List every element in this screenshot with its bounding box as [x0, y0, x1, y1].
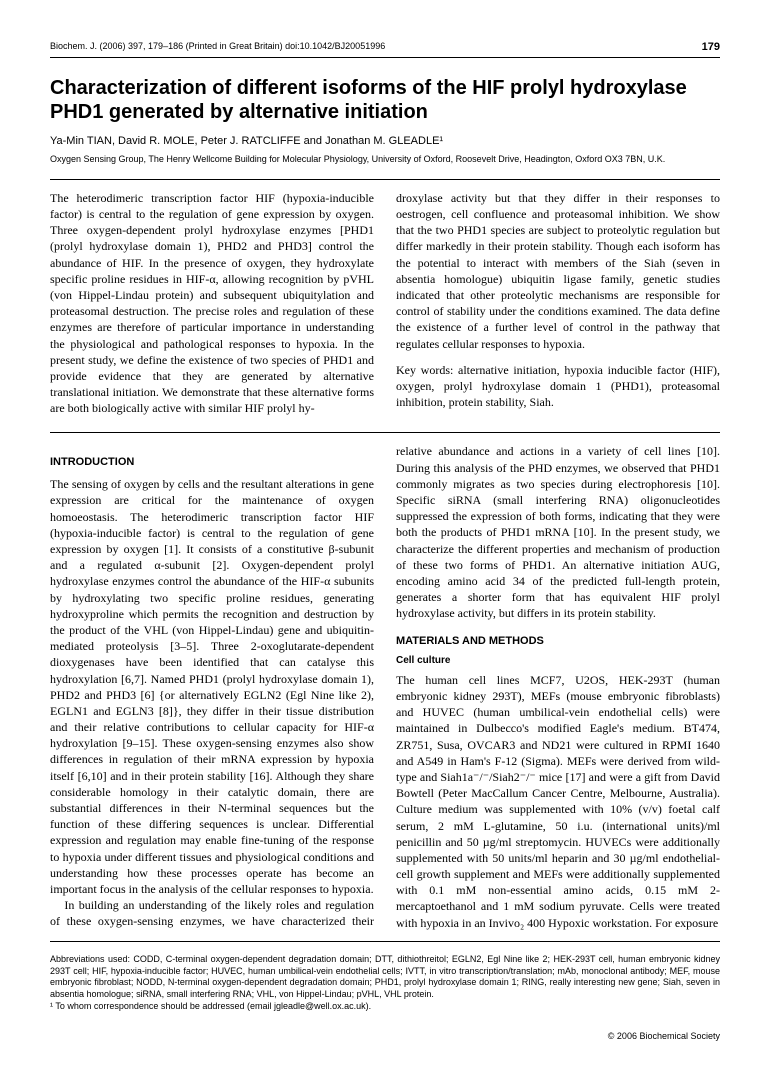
footnotes: Abbreviations used: CODD, C-terminal oxy… [50, 954, 720, 1012]
running-header: Biochem. J. (2006) 397, 179–186 (Printed… [50, 40, 720, 58]
abbreviations: Abbreviations used: CODD, C-terminal oxy… [50, 954, 720, 1001]
cell-culture-heading: Cell culture [396, 654, 720, 668]
page-number: 179 [702, 40, 720, 55]
abstract-left: The heterodimeric transcription factor H… [50, 190, 374, 417]
copyright-footer: © 2006 Biochemical Society [50, 1030, 720, 1042]
divider [50, 179, 720, 180]
citation-text: Biochem. J. (2006) 397, 179–186 (Printed… [50, 40, 385, 55]
author-list: Ya-Min TIAN, David R. MOLE, Peter J. RAT… [50, 134, 720, 149]
divider [50, 941, 720, 942]
abstract-block: The heterodimeric transcription factor H… [50, 190, 720, 417]
materials-methods-heading: MATERIALS AND METHODS [396, 634, 720, 649]
introduction-heading: INTRODUCTION [50, 455, 374, 470]
intro-paragraph-1: The sensing of oxygen by cells and the r… [50, 476, 374, 897]
body-columns: INTRODUCTION The sensing of oxygen by ce… [50, 443, 720, 930]
abstract-right: droxylase activity but that they differ … [396, 190, 720, 352]
cell-culture-paragraph: The human cell lines MCF7, U2OS, HEK-293… [396, 672, 720, 931]
correspondence: ¹ To whom correspondence should be addre… [50, 1001, 720, 1013]
keywords: Key words: alternative initiation, hypox… [396, 362, 720, 411]
affiliation: Oxygen Sensing Group, The Henry Wellcome… [50, 153, 720, 165]
divider [50, 432, 720, 433]
article-title: Characterization of different isoforms o… [50, 76, 720, 124]
